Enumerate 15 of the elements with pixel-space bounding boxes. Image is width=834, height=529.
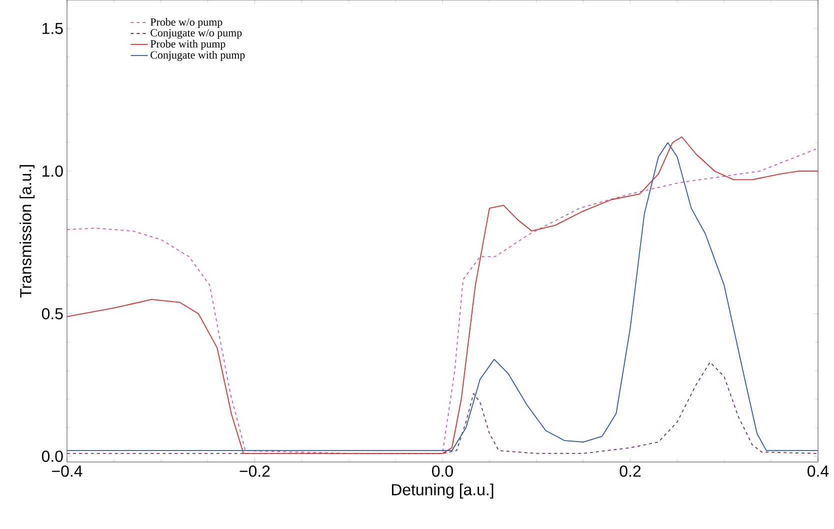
x-tick-label: −0.2	[240, 466, 270, 477]
x-tick-label: 0.0	[432, 466, 453, 477]
x-axis-title: Detuning [a.u.]	[392, 484, 494, 499]
legend-label: Conjugate w/o pump	[150, 29, 242, 39]
y-tick-label: 1.5	[42, 22, 63, 34]
x-tick-label: 0.4	[808, 466, 829, 477]
legend-label: Probe w/o pump	[150, 18, 222, 28]
y-tick-label: 0.5	[42, 308, 63, 320]
y-axis-title: Transmission [a.u.]	[20, 165, 34, 298]
y-tick-label: 0.0	[42, 450, 63, 462]
legend-label: Conjugate with pump	[150, 50, 245, 61]
x-tick-label: −0.4	[52, 466, 82, 477]
legend-label: Probe with pump	[150, 40, 226, 50]
x-tick-label: 0.2	[620, 466, 641, 477]
y-tick-label: 1.0	[42, 165, 63, 177]
